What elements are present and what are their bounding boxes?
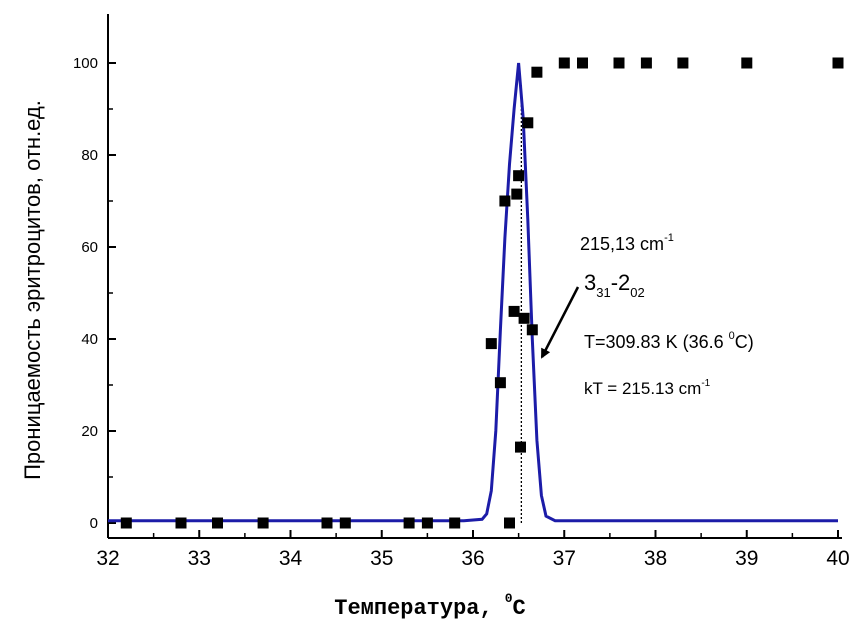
- y-axis-label: Проницаемость эритроцитов, отн.ед.: [20, 100, 45, 480]
- data-point: [120, 517, 132, 529]
- data-point: [508, 305, 520, 317]
- x-tick-label: 34: [279, 547, 303, 570]
- x-axis-label-unit: C: [513, 596, 526, 621]
- annotation-kt-sup: -1: [701, 378, 710, 389]
- annotation-kt-main: kT = 215.13 cm: [584, 379, 701, 398]
- x-axis-label-sup: 0: [505, 591, 513, 606]
- annotation-transition-a: 3: [584, 270, 596, 295]
- x-tick-label: 39: [735, 547, 758, 570]
- annotation-transition-a-sub: 31: [596, 285, 610, 300]
- x-axis-label-main: Температура,: [334, 596, 492, 621]
- annotation-temperature-sup: 0: [729, 330, 735, 342]
- data-point: [449, 517, 461, 529]
- x-tick-label: 37: [553, 547, 576, 570]
- annotation-temperature-main: T=309.83 K (36.6: [584, 332, 729, 352]
- y-tick-label: 60: [81, 239, 98, 256]
- data-point: [558, 57, 570, 69]
- annotation-kt: kT = 215.13 cm-1: [584, 378, 711, 398]
- y-tick-label: 40: [81, 331, 98, 348]
- x-axis-label: Температура, 0C: [334, 591, 525, 621]
- y-tick-group: 0 20 40 60 80 100: [73, 55, 116, 532]
- data-point: [504, 517, 515, 529]
- data-point: [212, 517, 223, 529]
- data-point: [511, 188, 523, 200]
- data-point: [515, 441, 526, 453]
- data-point: [526, 324, 538, 336]
- data-point: [421, 517, 433, 529]
- x-tick-label: 36: [461, 547, 484, 570]
- annotation-temperature-end: C): [735, 332, 754, 352]
- annotation-temperature: T=309.83 K (36.6 0C): [584, 330, 754, 352]
- x-tick-label: 35: [370, 547, 393, 570]
- data-point: [613, 57, 625, 69]
- annotation-transition: 331-202: [584, 270, 645, 300]
- data-points-group: [120, 57, 844, 529]
- data-point: [518, 312, 530, 324]
- data-point: [494, 377, 506, 389]
- data-point: [321, 517, 333, 529]
- data-point: [677, 57, 689, 69]
- data-point: [175, 517, 187, 529]
- data-point: [513, 170, 525, 182]
- data-point: [499, 195, 511, 207]
- x-tick-group: 32 33 34 35 36 37 38 39 40: [96, 530, 850, 570]
- peak-curve-line: [108, 62, 838, 523]
- x-tick-label: 40: [826, 547, 849, 570]
- data-point: [403, 517, 415, 529]
- data-point: [522, 117, 534, 129]
- data-point: [741, 57, 753, 69]
- data-point: [339, 517, 351, 529]
- data-point: [577, 57, 588, 69]
- data-point: [832, 57, 844, 69]
- annotation-transition-b-sub: 02: [630, 285, 644, 300]
- annotation-transition-dash: -2: [611, 270, 631, 295]
- x-tick-label: 33: [188, 547, 211, 570]
- data-point: [531, 66, 543, 78]
- y-tick-label: 100: [73, 55, 98, 72]
- x-tick-label: 32: [96, 547, 119, 570]
- y-tick-label: 20: [81, 423, 98, 440]
- annotation-frequency: 215,13 cm-1: [580, 232, 674, 254]
- data-point: [640, 57, 652, 69]
- data-point: [485, 338, 497, 350]
- annotation-arrow: [540, 286, 580, 359]
- annotation-frequency-sup: -1: [664, 232, 674, 244]
- y-tick-label: 80: [81, 147, 98, 164]
- y-tick-label: 0: [90, 515, 98, 532]
- data-point: [257, 517, 269, 529]
- x-tick-label: 38: [644, 547, 667, 570]
- annotation-frequency-main: 215,13 cm: [580, 234, 664, 254]
